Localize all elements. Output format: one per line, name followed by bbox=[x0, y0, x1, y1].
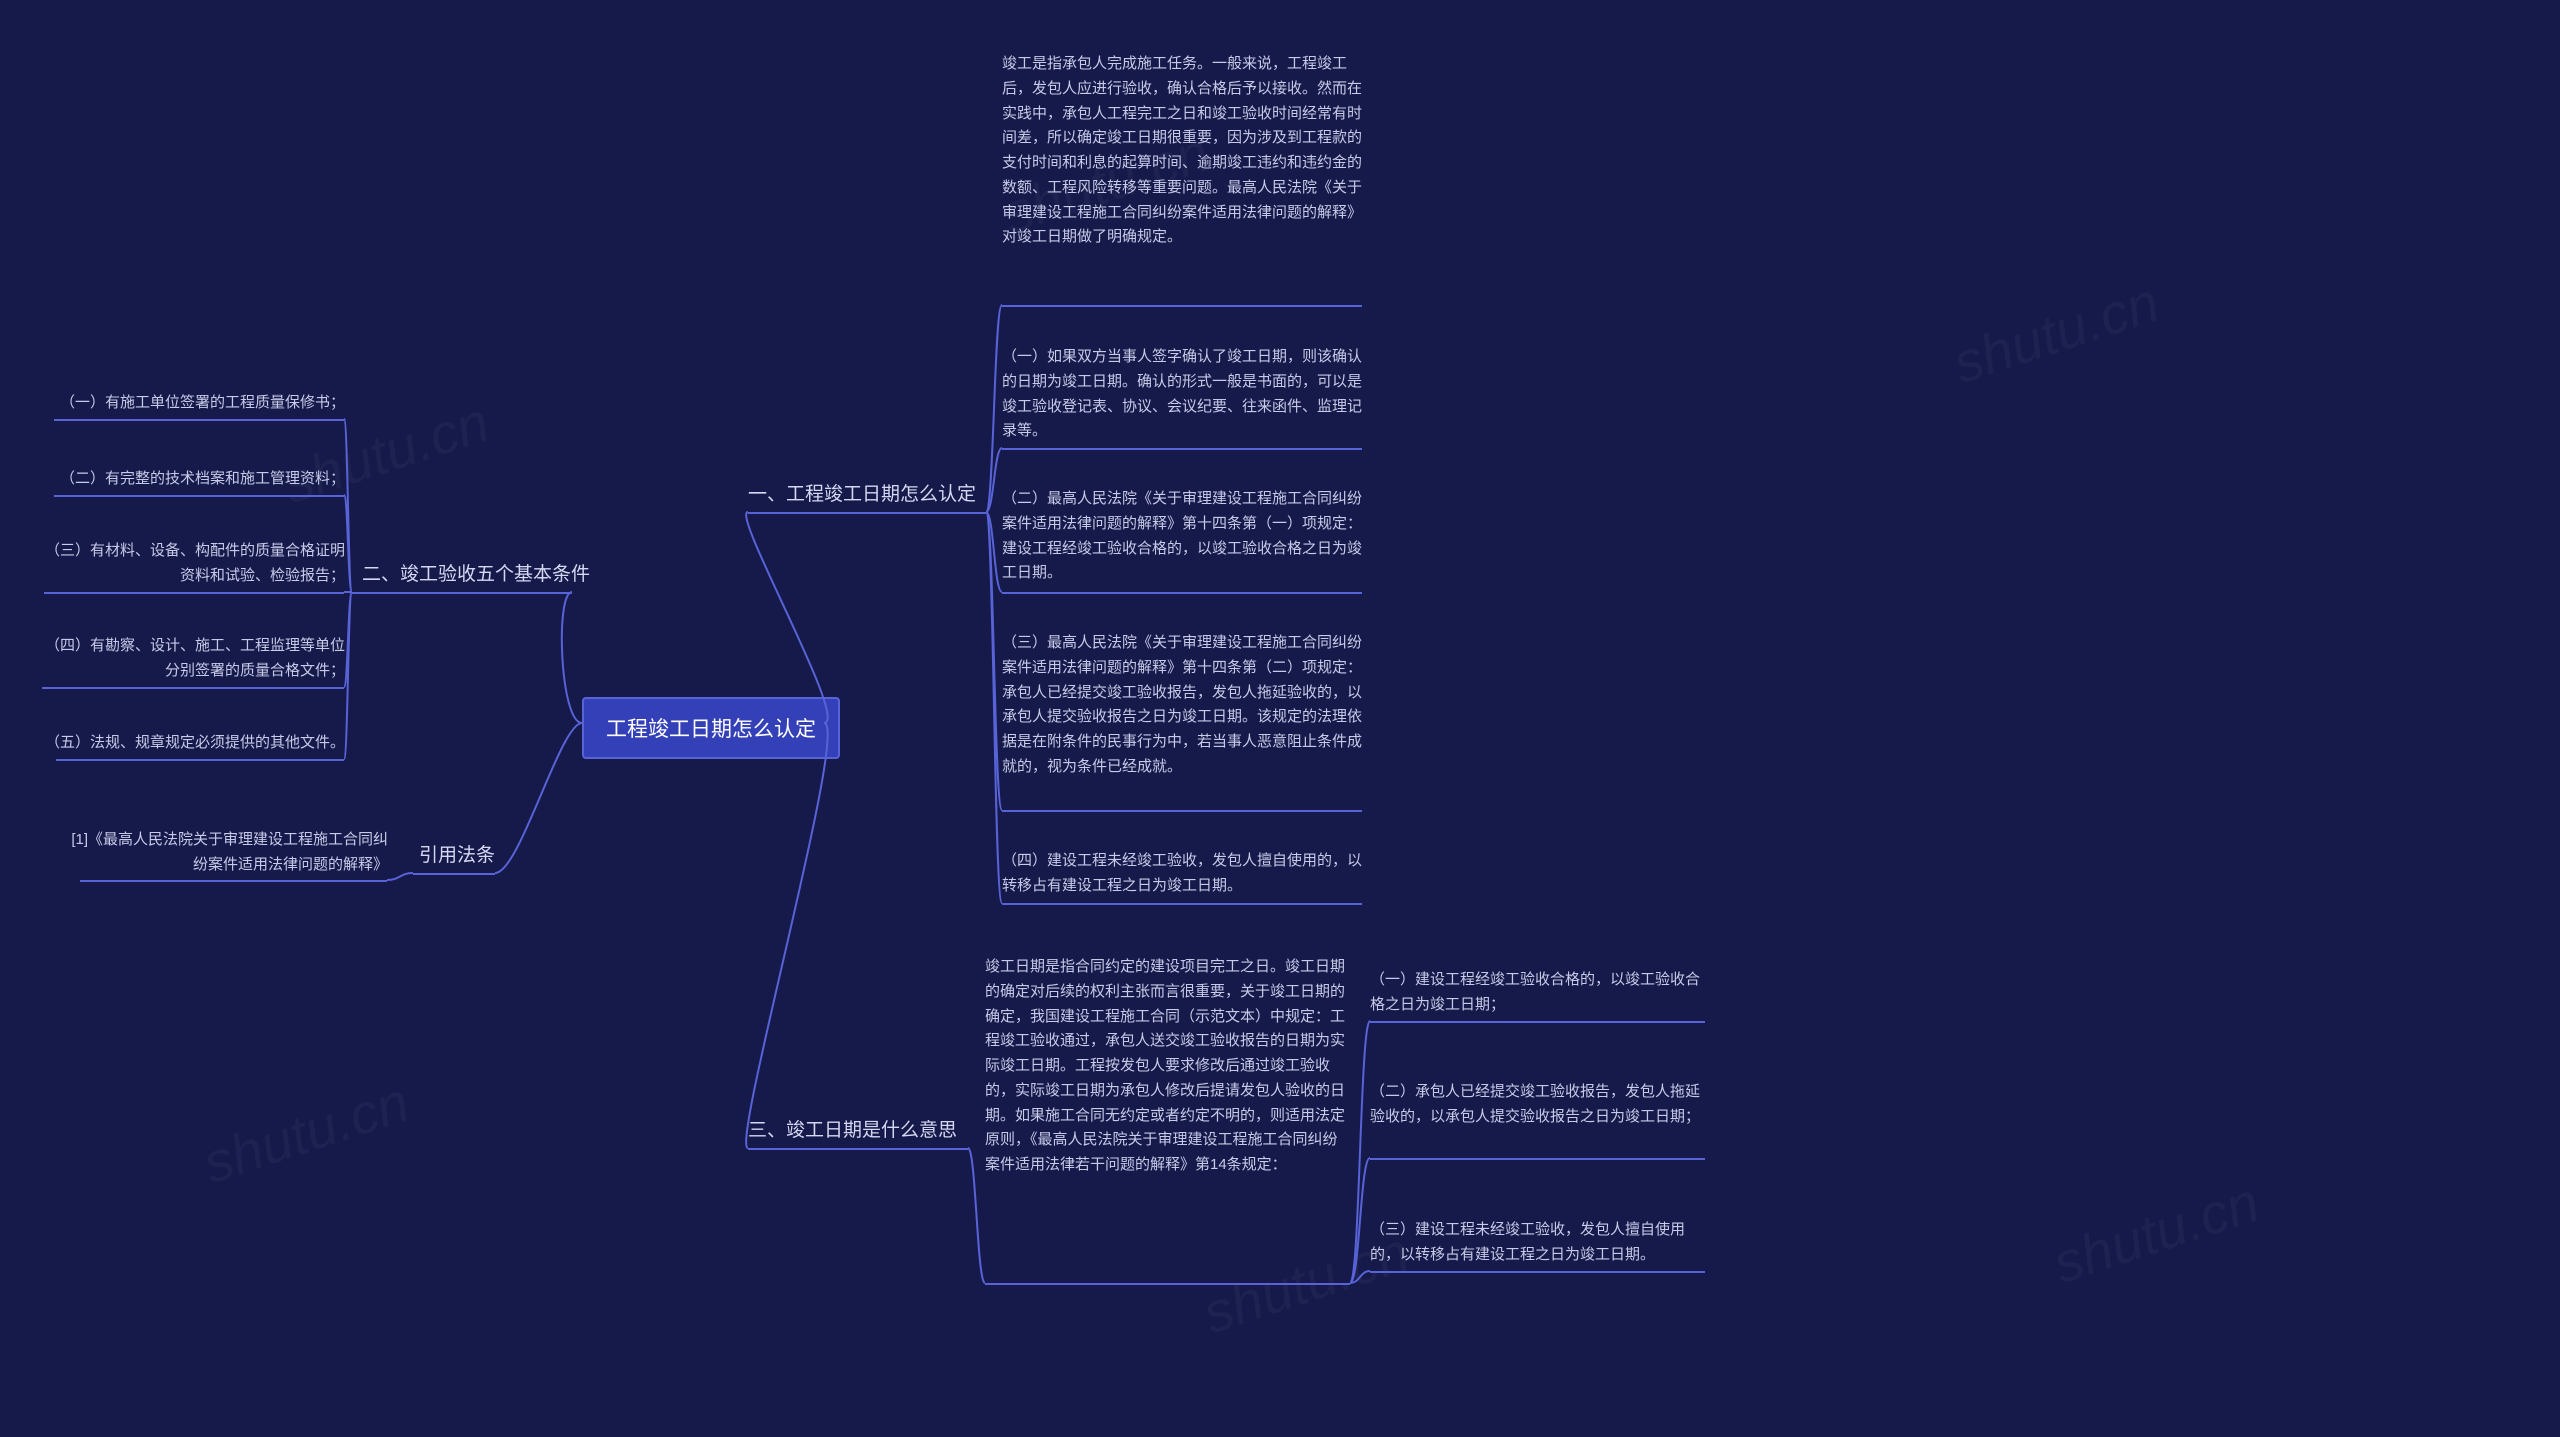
branch-right-1-underline bbox=[748, 512, 986, 514]
right1-leaf-1-ul bbox=[1002, 305, 1362, 307]
branch-right-2-underline bbox=[748, 1148, 968, 1150]
right1-leaf-2-ul bbox=[1002, 448, 1362, 450]
left1-leaf-2-ul bbox=[54, 495, 344, 497]
right1-leaf-4-ul bbox=[1002, 810, 1362, 812]
branch-left-2[interactable]: 引用法条 bbox=[415, 840, 495, 877]
branch-right-1-label: 一、工程竣工日期怎么认定 bbox=[748, 484, 976, 505]
left1-leaf-5: （五）法规、规章规定必须提供的其他文件。 bbox=[45, 731, 345, 756]
branch-left-2-label: 引用法条 bbox=[419, 845, 495, 866]
root-node[interactable]: 工程竣工日期怎么认定 bbox=[582, 697, 840, 759]
left1-leaf-2: （二）有完整的技术档案和施工管理资料； bbox=[45, 467, 345, 492]
right1-leaf-4: （三）最高人民法院《关于审理建设工程施工合同纠纷案件适用法律问题的解释》第十四条… bbox=[1002, 631, 1362, 780]
right2-leaf-3-ul bbox=[1370, 1271, 1705, 1273]
left1-leaf-4: （四）有勘察、设计、施工、工程监理等单位分别签署的质量合格文件； bbox=[45, 634, 345, 684]
branch-right-1[interactable]: 一、工程竣工日期怎么认定 bbox=[748, 479, 976, 516]
left2-leaf-1: [1]《最高人民法院关于审理建设工程施工合同纠纷案件适用法律问题的解释》 bbox=[68, 828, 388, 878]
right2-leaf-2: （二）承包人已经提交竣工验收报告，发包人拖延验收的，以承包人提交验收报告之日为竣… bbox=[1370, 1080, 1700, 1130]
right2-leaf-3: （三）建设工程未经竣工验收，发包人擅自使用的，以转移占有建设工程之日为竣工日期。 bbox=[1370, 1218, 1700, 1268]
branch-left-1[interactable]: 二、竣工验收五个基本条件 bbox=[362, 559, 582, 596]
watermark: shutu.cn bbox=[2045, 1169, 2266, 1296]
branch-left-2-underline bbox=[413, 873, 495, 875]
right2-intro: 竣工日期是指合同约定的建设项目完工之日。竣工日期的确定对后续的权利主张而言很重要… bbox=[985, 955, 1345, 1178]
branch-right-2-label: 三、竣工日期是什么意思 bbox=[748, 1120, 957, 1141]
left1-leaf-1-ul bbox=[54, 419, 344, 421]
left1-leaf-4-ul bbox=[42, 687, 344, 689]
right1-leaf-5: （四）建设工程未经竣工验收，发包人擅自使用的，以转移占有建设工程之日为竣工日期。 bbox=[1002, 849, 1362, 899]
root-label: 工程竣工日期怎么认定 bbox=[606, 718, 816, 741]
mindmap-canvas: shutu.cn shutu.cn shutu.cn shutu.cn shut… bbox=[0, 0, 2560, 1437]
right2-leaf-2-ul bbox=[1370, 1158, 1705, 1160]
right2-intro-ul bbox=[985, 1283, 1350, 1285]
left1-leaf-1: （一）有施工单位签署的工程质量保修书； bbox=[45, 391, 345, 416]
branch-right-2[interactable]: 三、竣工日期是什么意思 bbox=[748, 1115, 957, 1152]
right1-leaf-5-ul bbox=[1002, 903, 1362, 905]
left2-leaf-1-ul bbox=[80, 880, 387, 882]
watermark: shutu.cn bbox=[195, 1069, 416, 1196]
left1-leaf-5-ul bbox=[56, 759, 344, 761]
right1-leaf-3: （二）最高人民法院《关于审理建设工程施工合同纠纷案件适用法律问题的解释》第十四条… bbox=[1002, 487, 1362, 586]
right1-leaf-1: 竣工是指承包人完成施工任务。一般来说，工程竣工后，发包人应进行验收，确认合格后予… bbox=[1002, 52, 1362, 250]
left1-leaf-3-ul bbox=[44, 592, 344, 594]
left1-leaf-3: （三）有材料、设备、构配件的质量合格证明资料和试验、检验报告； bbox=[45, 539, 345, 589]
branch-left-1-label: 二、竣工验收五个基本条件 bbox=[362, 564, 590, 585]
right1-leaf-3-ul bbox=[1002, 592, 1362, 594]
watermark: shutu.cn bbox=[1945, 269, 2166, 396]
right1-leaf-2: （一）如果双方当事人签字确认了竣工日期，则该确认的日期为竣工日期。确认的形式一般… bbox=[1002, 345, 1362, 444]
branch-left-1-underline bbox=[352, 592, 572, 594]
right2-leaf-1: （一）建设工程经竣工验收合格的，以竣工验收合格之日为竣工日期； bbox=[1370, 968, 1700, 1018]
right2-leaf-1-ul bbox=[1370, 1021, 1705, 1023]
